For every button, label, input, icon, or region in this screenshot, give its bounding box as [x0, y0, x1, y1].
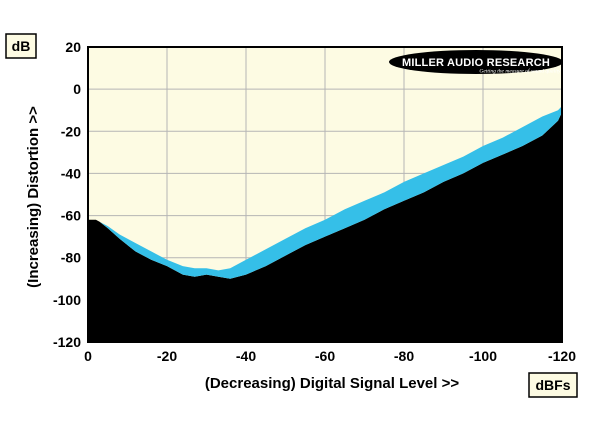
- x-tick-label: -60: [315, 348, 335, 364]
- x-tick-label: -40: [236, 348, 256, 364]
- y-tick-label: -20: [61, 123, 81, 139]
- y-unit-label: dB: [12, 38, 31, 54]
- logo-tagline: Getting the measure of sound quality: [479, 68, 561, 75]
- y-tick-labels: 20 0 -20 -40 -60 -80 -100 -120: [53, 39, 81, 350]
- x-unit-label: dBFs: [536, 377, 571, 393]
- x-tick-label: -80: [394, 348, 414, 364]
- y-tick-label: -120: [53, 334, 81, 350]
- y-tick-label: -80: [61, 250, 81, 266]
- x-tick-label: -120: [548, 348, 576, 364]
- logo-text: MILLER AUDIO RESEARCH: [402, 57, 550, 69]
- y-tick-label: 0: [73, 81, 81, 97]
- x-tick-label: -100: [469, 348, 497, 364]
- y-tick-label: -60: [61, 208, 81, 224]
- y-unit-box: dB: [5, 33, 37, 59]
- y-axis-title: (Increasing) Distortion >>: [25, 106, 42, 288]
- x-unit-box: dBFs: [528, 372, 578, 398]
- y-tick-label: -100: [53, 292, 81, 308]
- miller-audio-research-logo: MILLER AUDIO RESEARCH Getting the measur…: [389, 50, 563, 75]
- y-tick-label: -40: [61, 165, 81, 181]
- x-tick-label: -20: [157, 348, 177, 364]
- x-tick-labels: 0 -20 -40 -60 -80 -100 -120: [84, 348, 576, 364]
- x-axis-title: (Decreasing) Digital Signal Level >>: [205, 375, 459, 392]
- y-tick-label: 20: [65, 39, 81, 55]
- plot-frame: [87, 46, 563, 343]
- noise-floor-area: [88, 112, 562, 342]
- x-tick-label: 0: [84, 348, 92, 364]
